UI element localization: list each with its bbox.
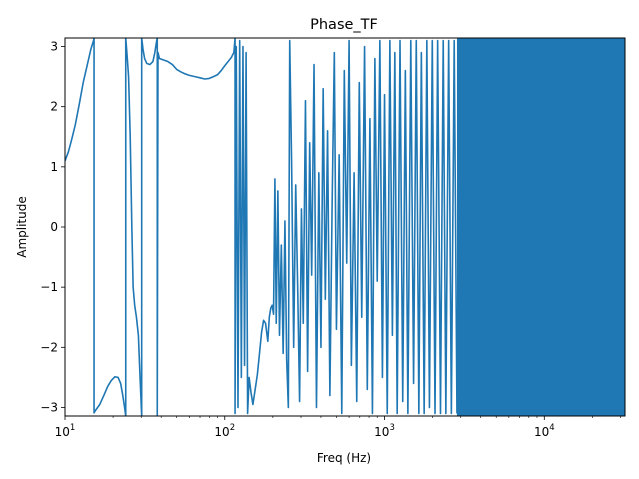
x-axis: 101 102 103 104 [55,416,621,439]
x-tick-label: 104 [534,423,555,439]
plot-area [65,38,625,416]
x-tick-label: 103 [374,423,395,439]
y-tick-label: −3 [40,400,58,414]
y-tick-label: 1 [50,160,58,174]
series-line-0 [65,38,458,416]
y-axis: −3 −2 −1 0 1 2 3 [40,40,65,414]
y-axis-label: Amplitude [15,196,29,258]
y-tick-label: −1 [40,280,58,294]
x-tick-label: 101 [55,423,76,439]
x-tick-label: 102 [214,423,235,439]
y-tick-label: 3 [50,40,58,54]
y-tick-label: −2 [40,340,58,354]
dense-oscillation-band [456,38,625,416]
x-axis-label: Freq (Hz) [317,451,371,465]
chart-title: Phase_TF [310,17,378,33]
y-tick-label: 0 [50,220,58,234]
y-tick-label: 2 [50,100,58,114]
